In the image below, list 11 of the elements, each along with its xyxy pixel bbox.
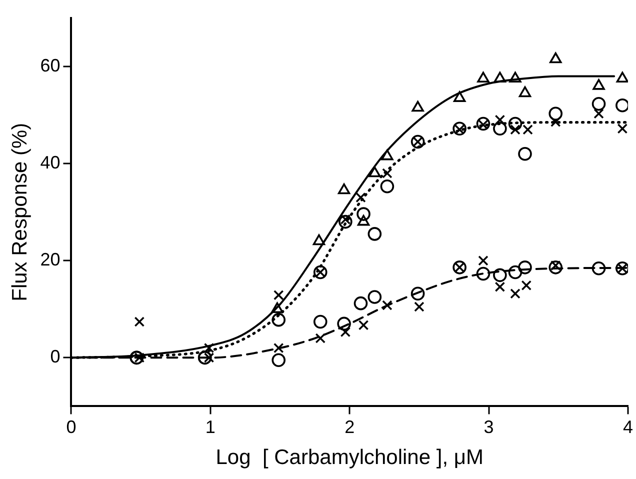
x-axis-title: Log [ Carbamylcholine ], μM [216, 446, 484, 470]
x-tick-label: 1 [205, 416, 216, 437]
x-tick-label: 0 [66, 416, 76, 437]
x-tick-label: 2 [344, 416, 355, 437]
x-tick-label: 4 [622, 416, 633, 437]
y-tick-label: 20 [40, 250, 60, 270]
y-axis-title: Flux Response (%) [8, 122, 32, 302]
y-tick-label: 40 [40, 152, 60, 173]
y-tick-label: 60 [40, 55, 60, 76]
y-tick-label: 0 [50, 346, 60, 367]
x-tick-label: 3 [484, 416, 494, 437]
